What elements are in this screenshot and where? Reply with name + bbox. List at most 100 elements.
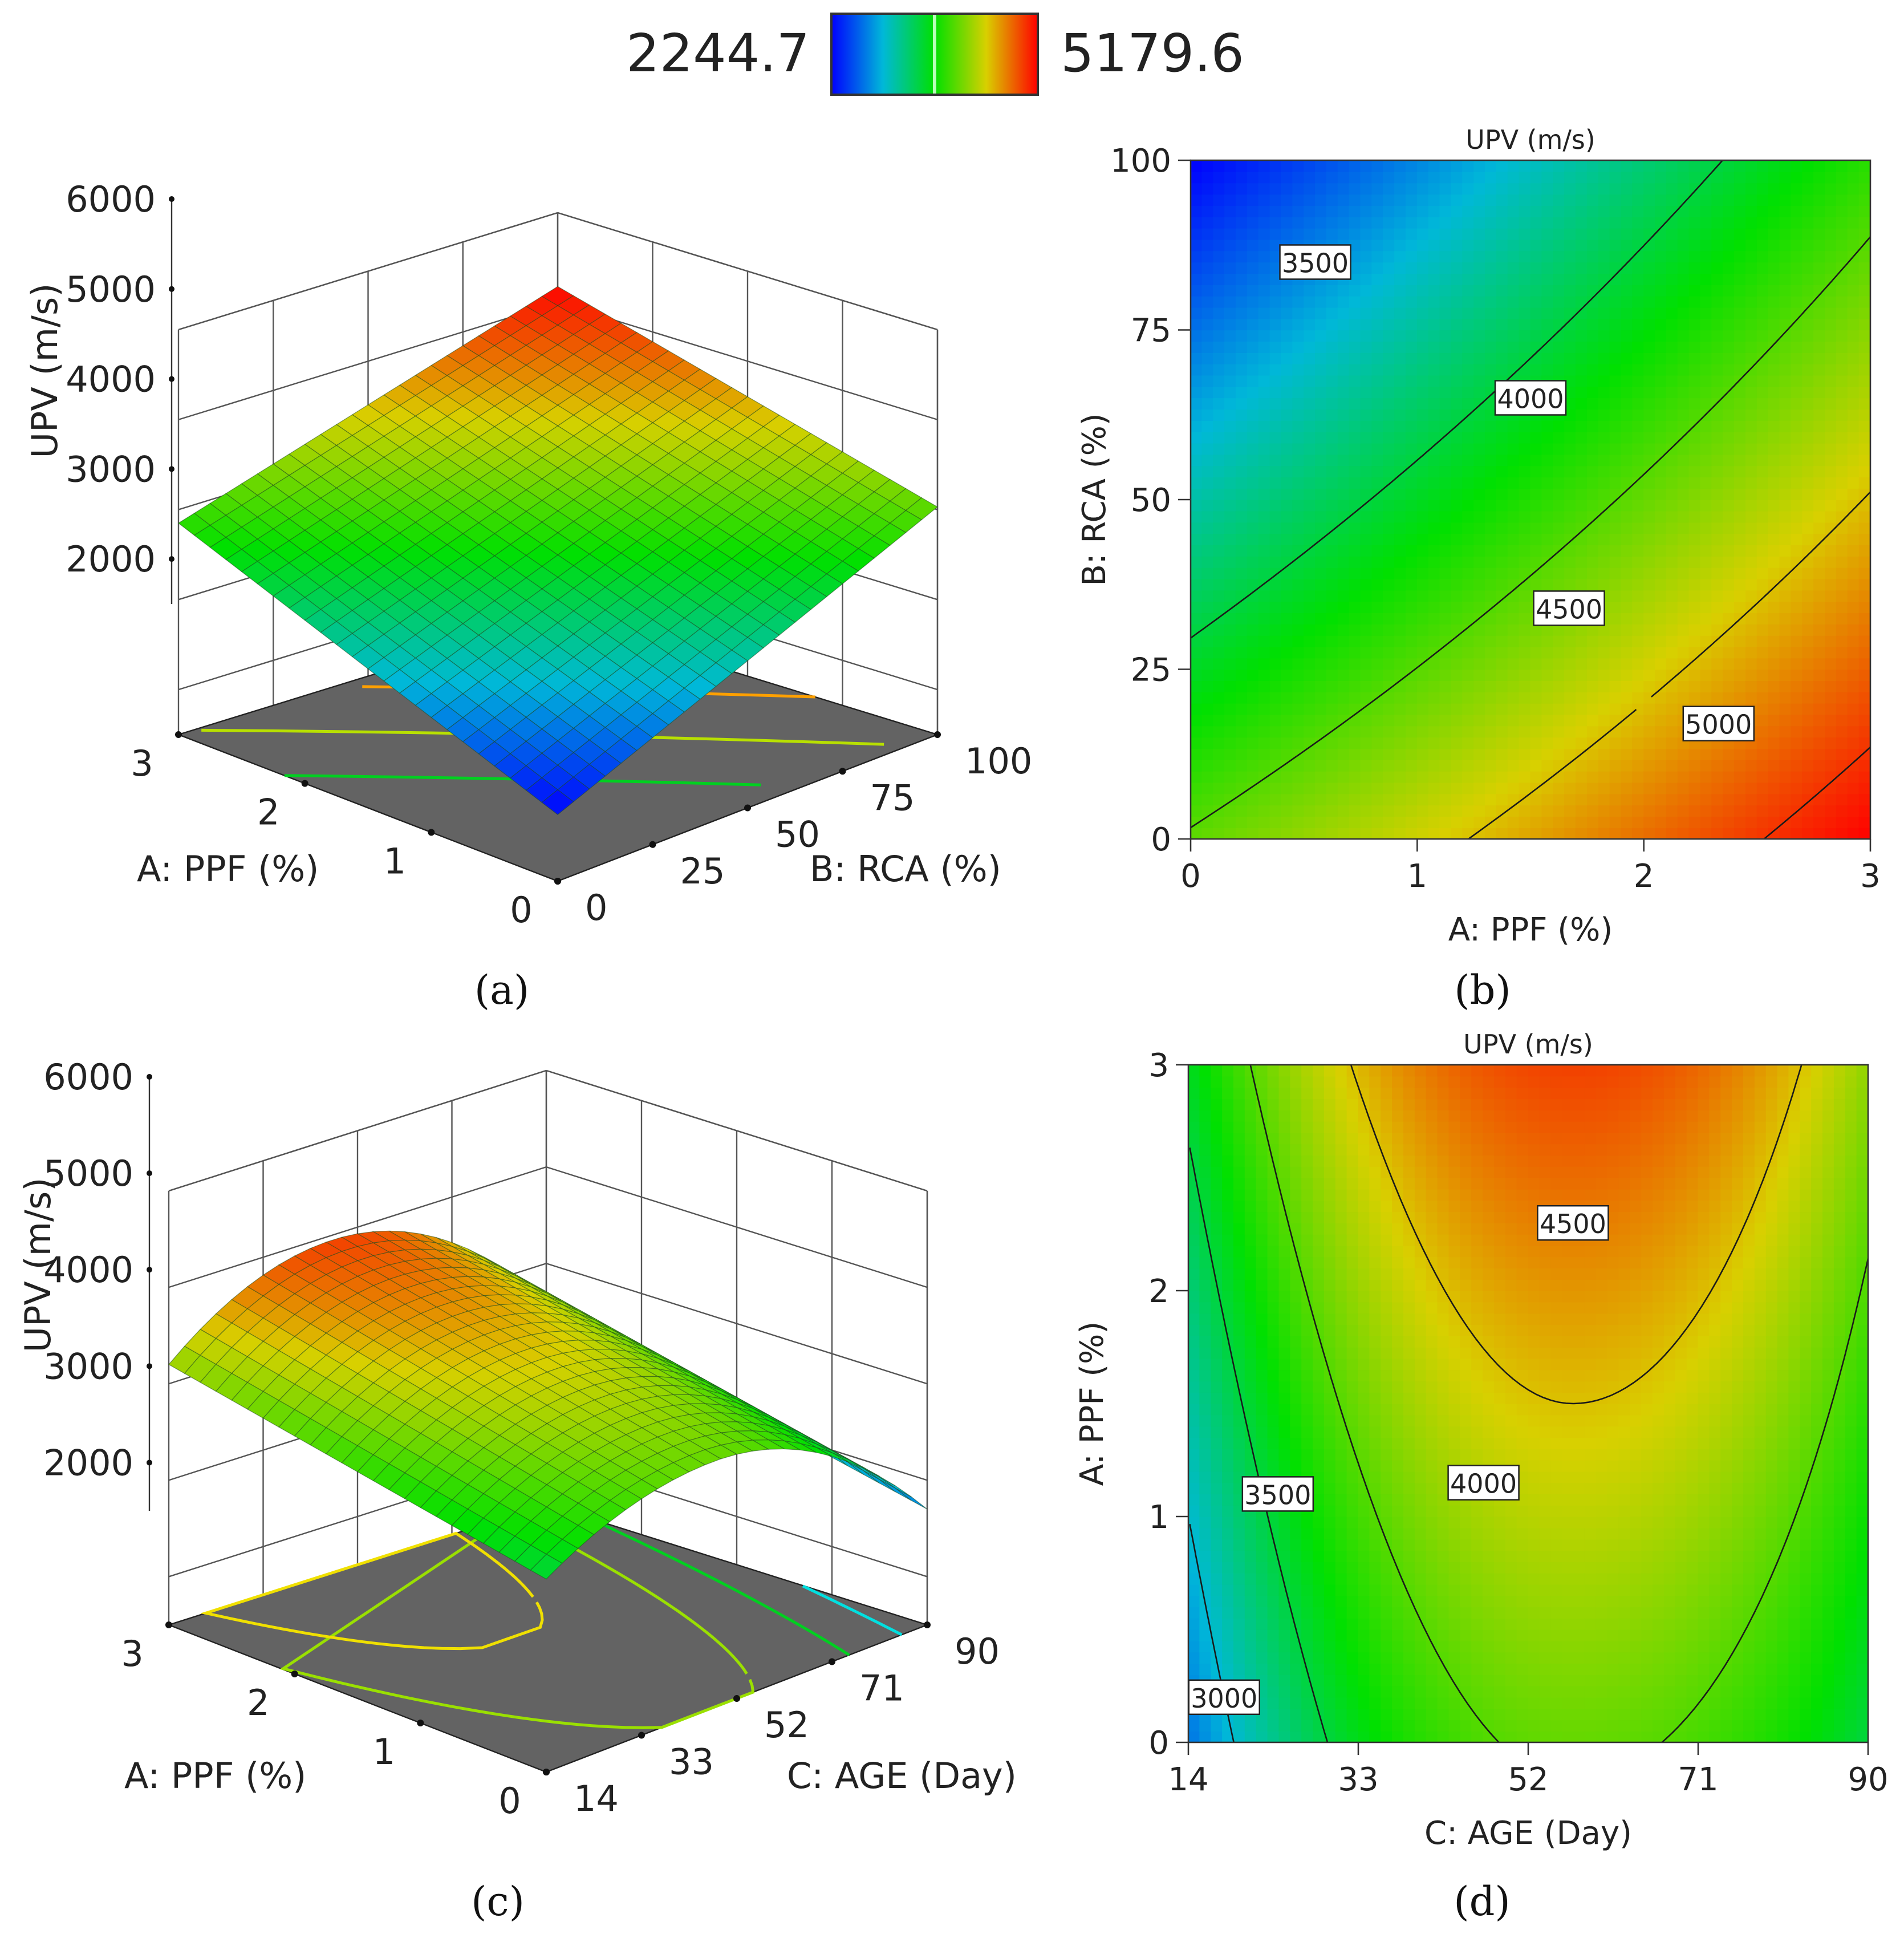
contour-cell	[1825, 330, 1837, 342]
contour-cell	[1360, 533, 1373, 546]
contour-cell	[1530, 556, 1542, 568]
contour-cell	[1519, 793, 1531, 806]
contour-cell	[1700, 499, 1712, 512]
contour-cell	[1700, 284, 1712, 297]
contour-cell	[1598, 646, 1610, 659]
contour-cell	[1553, 827, 1565, 839]
contour-cell	[1462, 737, 1475, 749]
contour-cell	[1258, 556, 1270, 568]
contour-cell	[1688, 352, 1701, 364]
contour-cell	[1802, 782, 1814, 794]
contour-cell	[1598, 782, 1610, 794]
contour-cell	[1734, 646, 1747, 659]
y-tick-dot	[829, 1658, 835, 1665]
contour-cell	[1825, 612, 1837, 625]
contour-cell	[1191, 590, 1203, 602]
contour-cell	[1451, 398, 1463, 410]
contour-cell	[1383, 714, 1395, 727]
contour-cell	[1779, 205, 1792, 217]
contour-cell	[1315, 748, 1327, 760]
contour-cell	[1813, 273, 1826, 285]
contour-cell	[1304, 443, 1316, 455]
contour-cell	[1507, 623, 1520, 636]
contour-cell	[1428, 250, 1440, 263]
contour-cell	[1813, 205, 1826, 217]
contour-cell	[1632, 216, 1645, 229]
contour-cell	[1269, 635, 1282, 647]
contour-cell	[1213, 793, 1225, 806]
contour-cell	[1768, 691, 1780, 704]
contour-cell	[1439, 228, 1452, 240]
contour-cell	[1553, 567, 1565, 579]
contour-cell	[1756, 669, 1769, 682]
contour-cell	[1292, 510, 1305, 523]
contour-cell	[1360, 318, 1373, 331]
contour-cell	[1825, 499, 1837, 512]
contour-cell	[1813, 476, 1826, 489]
contour-cell	[1677, 544, 1690, 557]
contour-cell	[1655, 827, 1667, 839]
contour-cell	[1337, 295, 1350, 308]
contour-cell	[1383, 239, 1395, 252]
contour-cell	[1768, 340, 1780, 353]
contour-cell	[1688, 805, 1701, 817]
contour-cell	[1416, 330, 1429, 342]
contour-cell	[1451, 465, 1463, 478]
contour-cell	[1269, 363, 1282, 376]
contour-cell	[1224, 262, 1237, 274]
contour-cell	[1609, 420, 1622, 432]
contour-cell	[1462, 171, 1475, 184]
contour-cell	[1496, 510, 1508, 523]
contour-cell	[1405, 420, 1418, 432]
contour-cell	[1247, 420, 1259, 432]
contour-cell	[1723, 307, 1735, 319]
contour-cell	[1191, 646, 1203, 659]
contour-cell	[1723, 476, 1735, 489]
wall-border	[168, 1069, 547, 1192]
contour-cell	[1224, 250, 1237, 263]
contour-cell	[1485, 827, 1497, 839]
contour-cell	[1791, 680, 1803, 692]
contour-cell	[1643, 703, 1656, 715]
contour-cell	[1439, 533, 1452, 546]
contour-cell	[1451, 793, 1463, 806]
contour-cell	[1337, 216, 1350, 229]
contour-cell	[1609, 669, 1622, 682]
contour-cell	[1405, 194, 1418, 206]
contour-cell	[1553, 782, 1565, 794]
contour-cell	[1768, 476, 1780, 489]
contour-cell	[1247, 510, 1259, 523]
contour-cell	[1188, 1200, 1200, 1213]
contour-cell	[1191, 499, 1203, 512]
contour-cell	[1326, 295, 1338, 308]
contour-cell	[1188, 1267, 1200, 1280]
contour-cell	[1473, 601, 1486, 614]
contour-cell	[1643, 680, 1656, 692]
contour-cell	[1213, 284, 1225, 297]
contour-cell	[1473, 318, 1486, 331]
contour-cell	[1677, 669, 1690, 682]
contour-cell	[1315, 669, 1327, 682]
contour-cell	[1360, 793, 1373, 806]
contour-cell	[1281, 646, 1293, 659]
contour-cell	[1224, 454, 1237, 467]
contour-cell	[1632, 398, 1645, 410]
contour-cell	[1655, 759, 1667, 772]
contour-cell	[1292, 160, 1305, 172]
contour-cell	[1677, 205, 1690, 217]
contour-cell	[1349, 443, 1361, 455]
contour-cell	[1621, 363, 1633, 376]
contour-cell	[1711, 646, 1724, 659]
contour-cell	[1813, 737, 1826, 749]
contour-cell	[1304, 567, 1316, 579]
contour-cell	[1383, 194, 1395, 206]
contour-cell	[1258, 194, 1270, 206]
contour-cell	[1337, 522, 1350, 534]
contour-cell	[1360, 748, 1373, 760]
contour-cell	[1553, 284, 1565, 297]
contour-cell	[1632, 488, 1645, 500]
contour-cell	[1315, 805, 1327, 817]
contour-cell	[1802, 646, 1814, 659]
contour-cell	[1847, 194, 1860, 206]
contour-cell	[1734, 748, 1747, 760]
